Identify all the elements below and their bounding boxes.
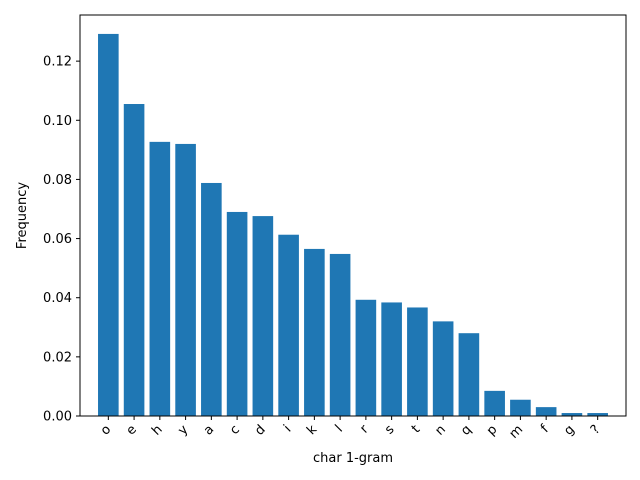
y-axis-label: Frequency: [15, 182, 30, 249]
y-tick-label: 0.08: [43, 173, 72, 188]
y-tick-label: 0.04: [43, 291, 72, 306]
x-tick-label: r: [357, 422, 372, 437]
bar-a: [201, 182, 222, 416]
bar-m: [510, 399, 531, 416]
bar-q: [458, 333, 480, 416]
x-tick-label: e: [124, 422, 140, 438]
x-axis-label: char 1-gram: [313, 451, 393, 466]
x-tick-label: k: [304, 422, 320, 438]
bar-n: [432, 321, 454, 416]
bar-t: [407, 307, 428, 416]
bar-o: [98, 33, 119, 416]
plot-frame: [79, 14, 627, 417]
bar-c: [226, 211, 248, 416]
y-tick-label: 0.00: [43, 410, 72, 425]
bar-r: [355, 299, 377, 416]
bar-i: [278, 234, 299, 416]
bar-s: [381, 302, 402, 416]
x-axis-ticks: o e h y a c d i k l r s t n q p m f g?: [98, 416, 603, 442]
y-tick-label: 0.10: [43, 114, 72, 129]
bar-l: [329, 253, 351, 416]
bar-g: [561, 413, 583, 416]
y-axis-ticks: 0.00 0.02 0.04 0.06 0.08 0.10 0.12: [43, 55, 80, 425]
bar-e: [123, 104, 145, 416]
bars-group: [98, 33, 608, 416]
x-tick-label: s: [382, 422, 398, 438]
x-tick-label: m: [507, 422, 527, 442]
y-tick-label: 0.12: [43, 55, 72, 70]
bar-y: [175, 143, 196, 416]
x-tick-label: y: [175, 422, 191, 438]
bar-p: [484, 390, 505, 416]
bar-?: [587, 413, 608, 416]
x-tick-label: q: [458, 422, 474, 438]
x-tick-label: d: [252, 422, 268, 438]
y-tick-label: 0.02: [43, 350, 72, 365]
x-tick-label: h: [149, 422, 165, 438]
bar-f: [535, 407, 557, 416]
x-tick-label: a: [201, 422, 217, 438]
x-tick-label: f: [538, 422, 552, 436]
x-tick-label: g: [561, 422, 577, 438]
x-tick-label: l: [333, 422, 346, 435]
x-tick-label: t: [409, 422, 423, 436]
x-tick-label: p: [484, 422, 500, 438]
x-tick-label: ?: [588, 422, 603, 437]
x-tick-label: n: [433, 422, 449, 438]
x-tick-label: c: [227, 422, 243, 438]
x-tick-label: i: [281, 422, 294, 435]
y-tick-label: 0.06: [43, 232, 72, 247]
x-tick-label: o: [98, 422, 114, 438]
bar-d: [252, 216, 274, 416]
bar-k: [304, 248, 325, 416]
bar-h: [149, 141, 171, 416]
